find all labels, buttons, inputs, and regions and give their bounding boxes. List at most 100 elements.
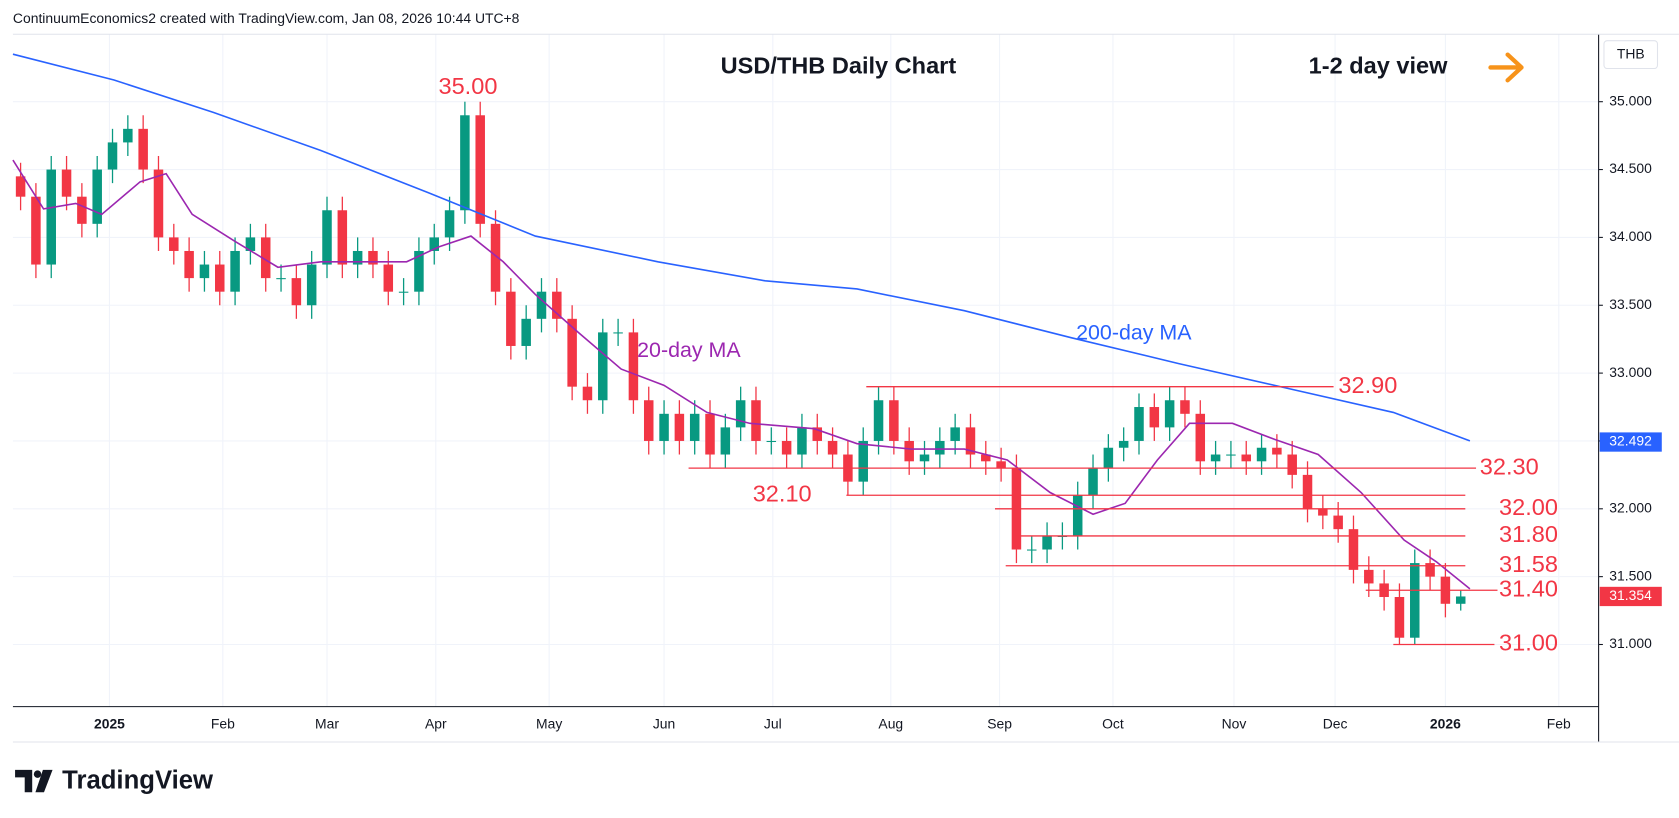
candle-body xyxy=(981,454,991,462)
candle-body xyxy=(184,250,194,279)
candle-body xyxy=(291,278,302,306)
candle-body xyxy=(490,223,501,292)
candle-body xyxy=(582,386,593,401)
currency-box[interactable] xyxy=(1603,40,1659,70)
attribution: ContinuumEconomics2 created with Trading… xyxy=(13,10,520,26)
candle-body xyxy=(475,115,485,224)
candle-body xyxy=(1088,468,1098,496)
candle-body xyxy=(1318,508,1328,516)
candle-body xyxy=(429,237,439,251)
y-tick-label: 33.500 xyxy=(1609,296,1652,312)
level-label: 32.00 xyxy=(1499,494,1558,520)
y-tick-label: 34.000 xyxy=(1609,228,1652,244)
candle-body xyxy=(77,196,87,224)
logo-icon xyxy=(15,769,53,793)
candle-body xyxy=(950,427,960,441)
candle-body xyxy=(107,142,118,170)
y-tick-label: 34.500 xyxy=(1609,160,1652,176)
last-price-label: 32.492 xyxy=(1609,433,1652,449)
candle-body xyxy=(31,196,41,265)
candle-body xyxy=(1072,495,1083,536)
candle-body xyxy=(352,250,363,265)
y-tick-label: 31.000 xyxy=(1609,635,1652,651)
last-price-label: 31.354 xyxy=(1609,587,1652,603)
logo-text: TradingView xyxy=(62,766,214,794)
candle-body xyxy=(1256,447,1267,462)
candle-body xyxy=(1410,563,1420,638)
candle-body xyxy=(506,291,516,346)
candle-body xyxy=(858,440,868,482)
candle-body xyxy=(521,318,531,346)
last-price-box xyxy=(1599,586,1662,607)
candle-body xyxy=(153,169,164,238)
candle-body xyxy=(1272,447,1282,455)
level-label: 32.90 xyxy=(1338,372,1397,398)
logo-dot xyxy=(33,770,42,778)
candle-body xyxy=(1364,569,1374,584)
currency: THB xyxy=(1617,45,1645,61)
candle-body xyxy=(720,427,731,455)
candle-body xyxy=(751,400,761,441)
candle-body xyxy=(398,291,409,293)
candle-body xyxy=(766,440,777,443)
x-tick-label: 2026 xyxy=(1430,716,1461,732)
candle-body xyxy=(337,210,348,265)
x-tick-label: Jul xyxy=(764,716,782,732)
logo-mark xyxy=(15,769,33,793)
candle-body xyxy=(383,264,394,292)
candle-body xyxy=(276,278,286,280)
candle-body xyxy=(1195,413,1206,462)
candle-body xyxy=(15,176,26,197)
x-tick-label: Apr xyxy=(425,716,447,732)
candle-body xyxy=(827,440,838,455)
moving-average xyxy=(12,159,1471,590)
y-tick-label: 32.000 xyxy=(1609,499,1652,515)
candle-body xyxy=(965,427,976,455)
candle-body xyxy=(1027,549,1037,551)
candle-body xyxy=(260,237,271,279)
candle-body xyxy=(199,264,210,279)
candle-body xyxy=(368,250,378,265)
candle-body xyxy=(812,427,823,441)
candle-body xyxy=(1394,597,1405,638)
candle-body xyxy=(552,291,562,319)
candle-body xyxy=(689,413,700,441)
candle-body xyxy=(1226,454,1236,456)
candle-body xyxy=(735,400,746,428)
candle-body xyxy=(1241,454,1251,462)
candle-body xyxy=(1149,407,1160,428)
candle-body xyxy=(781,440,792,455)
x-tick-label: 2025 xyxy=(94,716,125,732)
candle-body xyxy=(414,250,424,292)
candle-body xyxy=(659,413,669,441)
candle-body xyxy=(1118,440,1129,448)
candle-body xyxy=(138,128,148,170)
candle-body xyxy=(873,400,884,441)
candle-body xyxy=(1164,400,1175,428)
candle-body xyxy=(460,115,470,211)
x-tick-label: Feb xyxy=(211,716,235,732)
x-tick-label: Sep xyxy=(987,716,1012,732)
level-label: 32.10 xyxy=(753,480,812,506)
candle-body xyxy=(1103,447,1114,469)
candle-body xyxy=(1425,563,1435,577)
candle-body xyxy=(889,400,899,441)
chart-title: USD/THB Daily Chart xyxy=(721,53,957,79)
candle-body xyxy=(935,440,945,455)
x-tick-label: Mar xyxy=(315,716,339,732)
ma-label: 20-day MA xyxy=(637,338,741,362)
candle-body xyxy=(123,128,133,143)
candle-body xyxy=(215,264,225,292)
x-tick-label: Dec xyxy=(1323,716,1348,732)
candle-body xyxy=(904,440,914,462)
y-tick-label: 33.000 xyxy=(1609,364,1652,380)
candle-body xyxy=(1348,529,1359,570)
candle-body xyxy=(306,264,317,306)
chart-subtitle: 1-2 day view xyxy=(1309,53,1448,79)
candle-body xyxy=(1302,474,1313,509)
candle-body xyxy=(230,250,240,292)
level-label: 31.40 xyxy=(1499,575,1558,601)
last-price-box xyxy=(1599,432,1662,452)
y-tick-label: 35.000 xyxy=(1609,92,1652,108)
